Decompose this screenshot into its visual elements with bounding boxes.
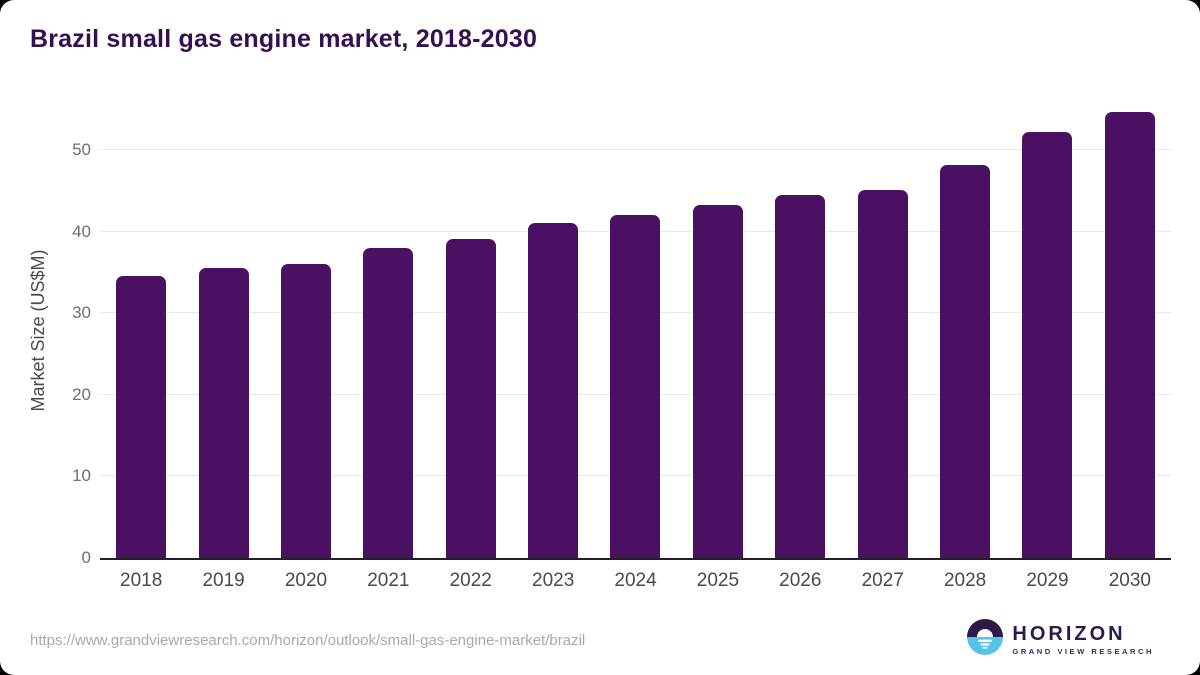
bar	[363, 247, 414, 558]
x-tick-label: 2022	[449, 570, 492, 591]
bar	[1022, 132, 1073, 558]
x-axis-labels: 2018 2019 2020 2021 2022 2023 2024 2025 2026 2027…	[100, 570, 1171, 592]
y-tick-label: 10	[72, 466, 91, 486]
gridline	[100, 148, 1171, 150]
logo-sub-brand: GRAND VIEW RESEARCH	[1012, 646, 1154, 656]
bar	[692, 205, 743, 558]
horizon-sunrise-icon	[967, 619, 1004, 660]
bar	[445, 238, 496, 558]
x-tick-label: 2019	[202, 570, 245, 591]
y-axis-title: Market Size (US$M)	[28, 249, 48, 412]
logo-brand: HORIZON	[1012, 622, 1126, 645]
x-tick-label: 2023	[532, 570, 575, 591]
y-tick-label: 50	[72, 139, 91, 159]
horizon-logo-text: HORIZON GRAND VIEW RESEARCH	[1012, 624, 1154, 656]
y-tick-label: 0	[81, 548, 91, 567]
chart-title: Brazil small gas engine market, 2018-203…	[30, 25, 538, 53]
bar	[198, 268, 249, 558]
bar	[1104, 112, 1155, 558]
plot-area	[100, 101, 1171, 560]
bar	[939, 164, 990, 558]
x-tick-label: 2020	[284, 570, 328, 591]
source-url: https://www.grandviewresearch.com/horizo…	[30, 632, 586, 649]
x-tick-label: 2021	[367, 570, 410, 591]
bar	[610, 215, 661, 558]
y-tick-label: 20	[72, 384, 91, 404]
horizon-logo: HORIZON GRAND VIEW RESEARCH	[967, 619, 1154, 660]
y-tick-label: 40	[72, 221, 91, 241]
x-tick-label: 2029	[1026, 570, 1069, 591]
bar	[857, 189, 908, 558]
x-tick-label: 2030	[1108, 570, 1152, 591]
x-tick-label: 2026	[779, 570, 822, 591]
x-tick-label: 2024	[614, 570, 657, 591]
bar	[280, 264, 331, 558]
bar	[775, 194, 826, 558]
x-tick-label: 2025	[696, 570, 740, 591]
y-tick-label: 30	[72, 303, 91, 323]
x-tick-label: 2028	[943, 570, 987, 591]
bar	[528, 222, 579, 558]
x-tick-label: 2027	[861, 570, 904, 591]
bar-series	[100, 101, 1171, 558]
x-tick-label: 2018	[120, 570, 163, 591]
bar	[116, 275, 167, 558]
